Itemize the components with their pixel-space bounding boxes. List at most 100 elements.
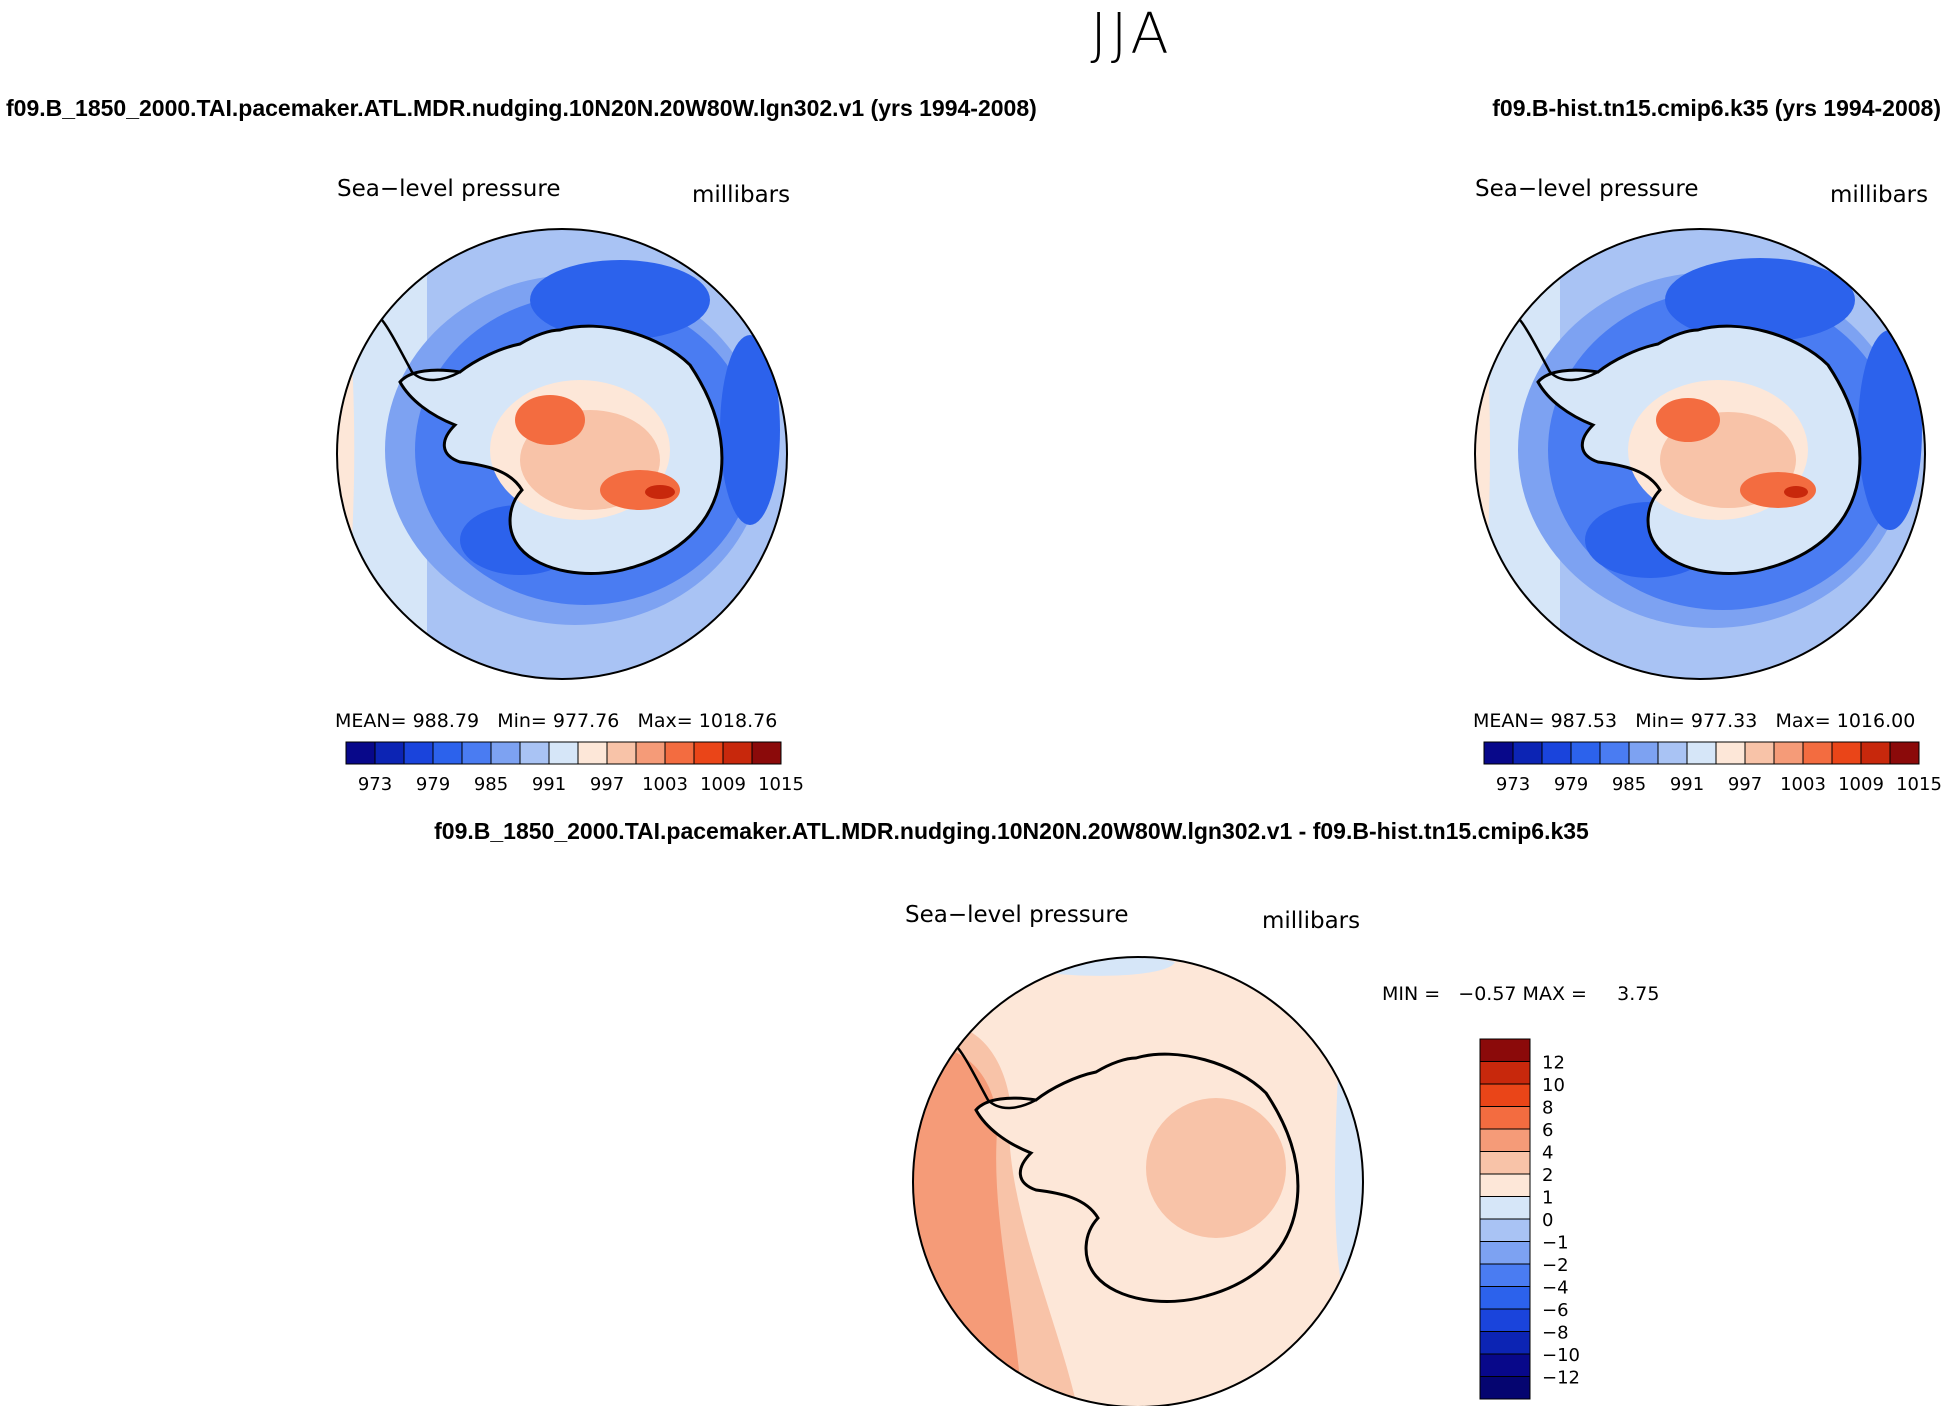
case1-colorbar: 973 979 985 991 997 1003 1009 1015 <box>345 741 804 795</box>
case1-colorbar-box <box>374 741 405 765</box>
difference-colorbar-box <box>1479 1061 1531 1085</box>
case1-colorbar-box <box>606 741 637 765</box>
case1-map <box>336 228 788 680</box>
difference-colorbar-tick-label: 12 <box>1542 1053 1565 1074</box>
difference-colorbar-tick-label: 8 <box>1542 1098 1553 1119</box>
case2-colorbar-tick-label: 1015 <box>1896 774 1942 795</box>
case1-min-label: Min= <box>497 710 547 732</box>
difference-colorbar-box <box>1479 1151 1531 1175</box>
case1-colorbar-tick-label: 973 <box>358 774 392 795</box>
case1-colorbar-box <box>722 741 753 765</box>
case2-colorbar-tick-label: 979 <box>1554 774 1588 795</box>
case1-colorbar-box <box>693 741 724 765</box>
plateau-high-west <box>1656 398 1720 442</box>
western-ridge <box>337 240 355 679</box>
case1-colorbar-box <box>635 741 666 765</box>
case2-map <box>1474 228 1926 680</box>
difference-colorbar-tick-label: 4 <box>1542 1143 1553 1164</box>
case2-colorbar-tick-label: 973 <box>1496 774 1530 795</box>
case2-stats: MEAN= 987.53 Min= 977.33 Max= 1016.00 <box>1473 710 1915 732</box>
case1-colorbar-tick-label: 1003 <box>642 774 688 795</box>
case1-colorbar-tick-label: 997 <box>590 774 624 795</box>
plateau-high-west <box>515 395 585 445</box>
plateau-max <box>645 485 675 499</box>
difference-colorbar-tick-label: −1 <box>1542 1233 1569 1254</box>
case2-colorbar-tick-label: 997 <box>1728 774 1762 795</box>
difference-colorbar-box <box>1479 1173 1531 1197</box>
case1-min-value: 977.76 <box>552 710 620 732</box>
difference-colorbar-tick-label: −10 <box>1542 1345 1580 1366</box>
case2-colorbar-tick-label: 1003 <box>1780 774 1826 795</box>
case2-colorbar-tick-label: 991 <box>1670 774 1704 795</box>
case1-colorbar-box <box>490 741 521 765</box>
case2-colorbar-box <box>1483 741 1514 765</box>
case2-mean-value: 987.53 <box>1550 710 1618 732</box>
case1-colorbar-box <box>577 741 608 765</box>
case1-colorbar-box <box>403 741 434 765</box>
case2-colorbar-box <box>1686 741 1717 765</box>
difference-colorbar-box <box>1479 1331 1531 1355</box>
case2-colorbar-box <box>1831 741 1862 765</box>
case2-colorbar-tick-label: 985 <box>1612 774 1646 795</box>
difference-colorbar-box <box>1479 1241 1531 1265</box>
case2-colorbar-tick-label: 1009 <box>1838 774 1884 795</box>
case2-colorbar-box <box>1628 741 1659 765</box>
difference-title: f09.B_1850_2000.TAI.pacemaker.ATL.MDR.nu… <box>434 818 1589 844</box>
case2-colorbar-box <box>1599 741 1630 765</box>
difference-colorbar-box <box>1479 1376 1531 1400</box>
plateau-max <box>1784 486 1808 498</box>
diff-units-label: millibars <box>1262 908 1361 934</box>
case1-colorbar-tick-label: 1009 <box>700 774 746 795</box>
difference-colorbar-box <box>1479 1353 1531 1377</box>
case2-min-value: 977.33 <box>1690 710 1758 732</box>
case2-mean-label: MEAN= <box>1473 710 1545 732</box>
case1-colorbar-box <box>432 741 463 765</box>
case1-stats: MEAN= 988.79 Min= 977.76 Max= 1018.76 <box>335 710 777 732</box>
case1-colorbar-box <box>519 741 550 765</box>
low-center-east <box>1858 330 1922 530</box>
difference-colorbar-box <box>1479 1286 1531 1310</box>
difference-colorbar-box <box>1479 1263 1531 1287</box>
case2-colorbar-box <box>1541 741 1572 765</box>
difference-colorbar-tick-label: −4 <box>1542 1278 1569 1299</box>
difference-colorbar-tick-label: 10 <box>1542 1075 1565 1096</box>
case2-map-border <box>1474 228 1926 680</box>
difference-colorbar-tick-label: −6 <box>1542 1300 1569 1321</box>
difference-colorbar-box <box>1479 1218 1531 1242</box>
case1-colorbar-tick-label: 985 <box>474 774 508 795</box>
low-center-north <box>530 260 710 340</box>
case1-colorbar-box <box>548 741 579 765</box>
difference-colorbar-tick-label: 2 <box>1542 1165 1553 1186</box>
difference-colorbar-tick-label: 6 <box>1542 1120 1553 1141</box>
difference-colorbar-box <box>1479 1196 1531 1220</box>
case2-colorbar: 973 979 985 991 997 1003 1009 1015 <box>1483 741 1942 795</box>
difference-colorbar-tick-label: −2 <box>1542 1255 1569 1276</box>
difference-colorbar-tick-label: −12 <box>1542 1368 1580 1389</box>
case1-colorbar-tick-label: 991 <box>532 774 566 795</box>
case1-colorbar-box <box>345 741 376 765</box>
case1-title: f09.B_1850_2000.TAI.pacemaker.ATL.MDR.nu… <box>6 95 1037 121</box>
case1-colorbar-tick-label: 979 <box>416 774 450 795</box>
case1-colorbar-box <box>461 741 492 765</box>
difference-colorbar-tick-label: −8 <box>1542 1323 1569 1344</box>
case2-max-value: 1016.00 <box>1836 710 1916 732</box>
case1-max-value: 1018.76 <box>698 710 778 732</box>
low-center-east <box>720 335 780 525</box>
case1-colorbar-box <box>751 741 782 765</box>
case1-mean-label: MEAN= <box>335 710 407 732</box>
difference-map-border <box>912 956 1364 1406</box>
case1-colorbar-box <box>664 741 695 765</box>
case1-colorbar-tick-label: 1015 <box>758 774 804 795</box>
low-center-north <box>1665 258 1855 342</box>
difference-colorbar-box <box>1479 1308 1531 1332</box>
diff-plateau-positive <box>1146 1098 1286 1238</box>
case1-max-label: Max= <box>637 710 693 732</box>
case2-min-label: Min= <box>1635 710 1685 732</box>
case2-variable-label: Sea−level pressure <box>1475 176 1699 202</box>
difference-map <box>912 956 1364 1406</box>
case2-colorbar-box <box>1744 741 1775 765</box>
case2-title: f09.B-hist.tn15.cmip6.k35 (yrs 1994-2008… <box>1492 95 1941 121</box>
case1-variable-label: Sea−level pressure <box>337 176 561 202</box>
plateau-high-east <box>1740 472 1816 508</box>
